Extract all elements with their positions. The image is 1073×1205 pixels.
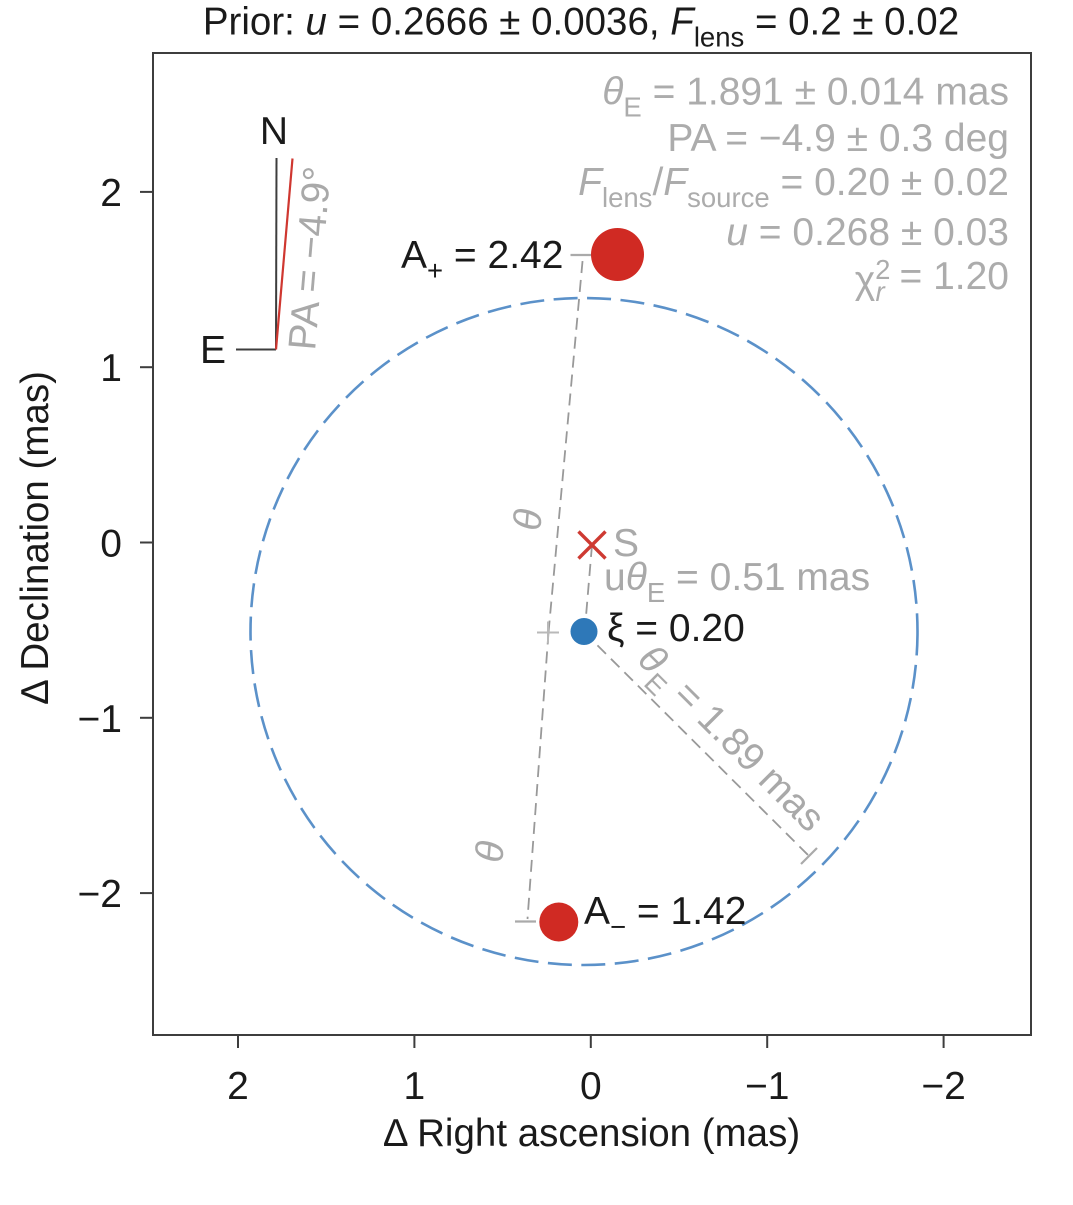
svg-text:Δ Declination (mas): Δ Declination (mas) (14, 371, 57, 705)
svg-text:θ: θ (468, 839, 513, 864)
svg-text:−2: −2 (921, 1065, 965, 1108)
svg-text:S: S (613, 522, 639, 565)
svg-text:A+ = 2.42: A+ = 2.42 (401, 234, 563, 286)
svg-text:u = 0.268 ± 0.03: u = 0.268 ± 0.03 (726, 211, 1009, 254)
svg-text:θ: θ (506, 507, 551, 532)
svg-text:E: E (200, 329, 226, 372)
svg-text:−1: −1 (78, 698, 122, 741)
svg-text:1: 1 (404, 1065, 426, 1108)
svg-text:−1: −1 (745, 1065, 789, 1108)
svg-text:Flens/Fsource = 0.20 ± 0.02: Flens/Fsource = 0.20 ± 0.02 (578, 161, 1009, 213)
svg-text:θE = 1.891 ± 0.014 mas: θE = 1.891 ± 0.014 mas (602, 71, 1009, 123)
svg-text:ξ = 0.20: ξ = 0.20 (607, 607, 745, 650)
svg-text:2: 2 (100, 172, 122, 215)
svg-text:0: 0 (580, 1065, 602, 1108)
svg-text:Δ Right ascension (mas): Δ Right ascension (mas) (383, 1112, 800, 1155)
svg-text:N: N (260, 110, 288, 153)
svg-text:2: 2 (227, 1065, 249, 1108)
svg-text:−2: −2 (78, 873, 122, 916)
svg-text:0: 0 (100, 523, 122, 566)
svg-text:PA = −4.9 ± 0.3 deg: PA = −4.9 ± 0.3 deg (667, 117, 1009, 160)
svg-text:1: 1 (100, 347, 122, 390)
